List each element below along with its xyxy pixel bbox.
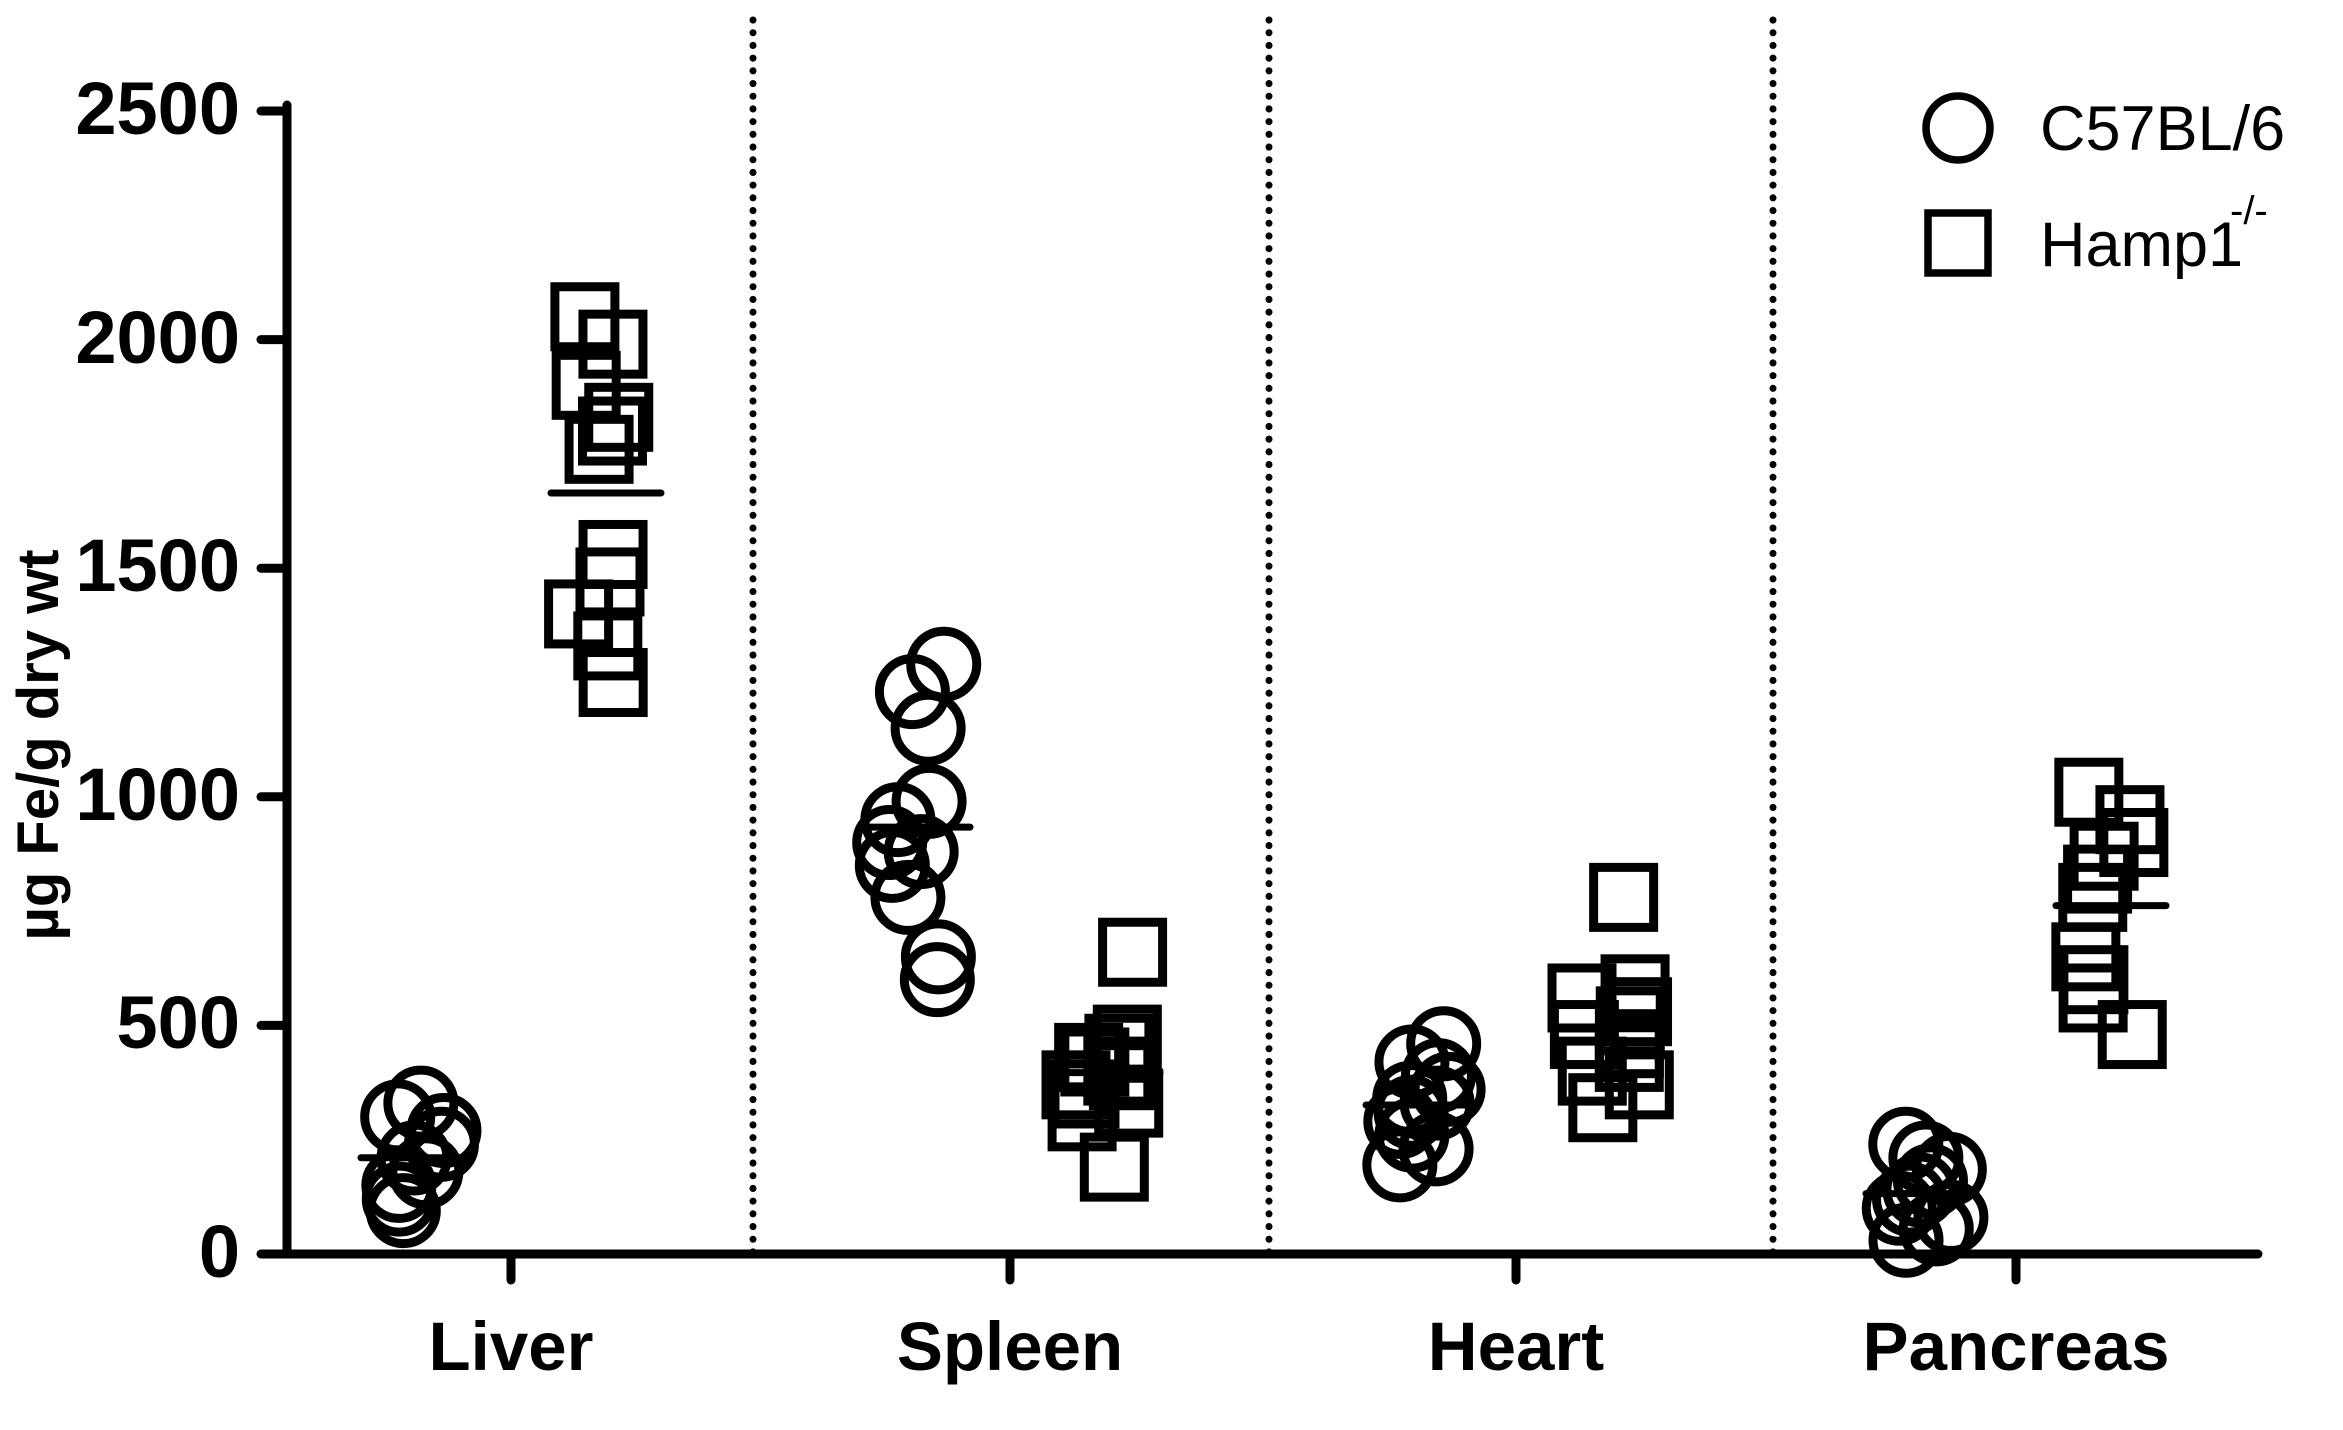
svg-text:2500: 2500 [75,67,240,150]
svg-text:1500: 1500 [75,524,240,607]
svg-text:0: 0 [199,1210,240,1293]
svg-text:µg Fe/g dry wt: µg Fe/g dry wt [6,549,71,940]
svg-text:Pancreas: Pancreas [1863,1308,2170,1385]
svg-text:1000: 1000 [75,753,240,836]
svg-text:C57BL/6: C57BL/6 [2040,94,2285,164]
svg-text:Heart: Heart [1428,1308,1604,1385]
svg-text:Liver: Liver [429,1308,594,1385]
svg-text:2000: 2000 [75,296,240,379]
svg-text:Spleen: Spleen [897,1308,1123,1385]
svg-text:500: 500 [117,981,240,1064]
